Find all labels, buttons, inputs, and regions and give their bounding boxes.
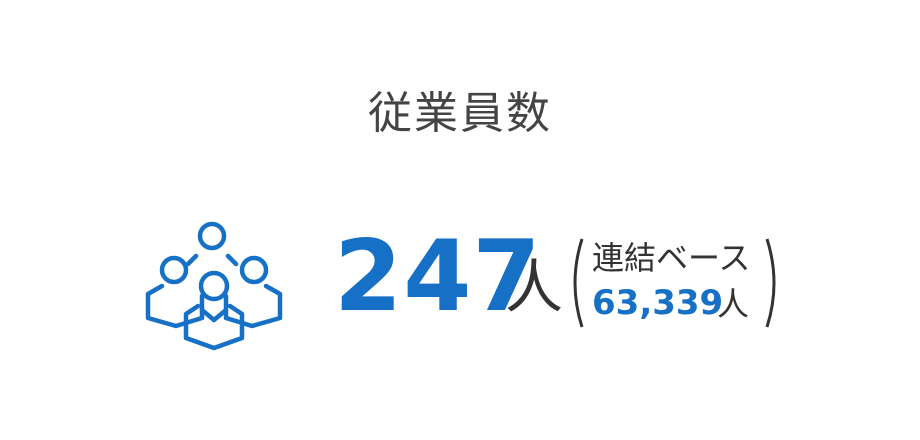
employee-count-unit: 人 (505, 253, 564, 321)
consolidated-count-value: 63,339 (592, 283, 724, 323)
employee-count-value: 247 (334, 220, 542, 334)
right-parenthesis (765, 238, 776, 328)
left-parenthesis (573, 238, 584, 328)
consolidated-count-unit: 人 (717, 285, 750, 323)
consolidated-basis-label: 連結ベース (592, 239, 751, 277)
page-title: 従業員数 (368, 88, 552, 139)
people-group-icon (145, 221, 283, 351)
